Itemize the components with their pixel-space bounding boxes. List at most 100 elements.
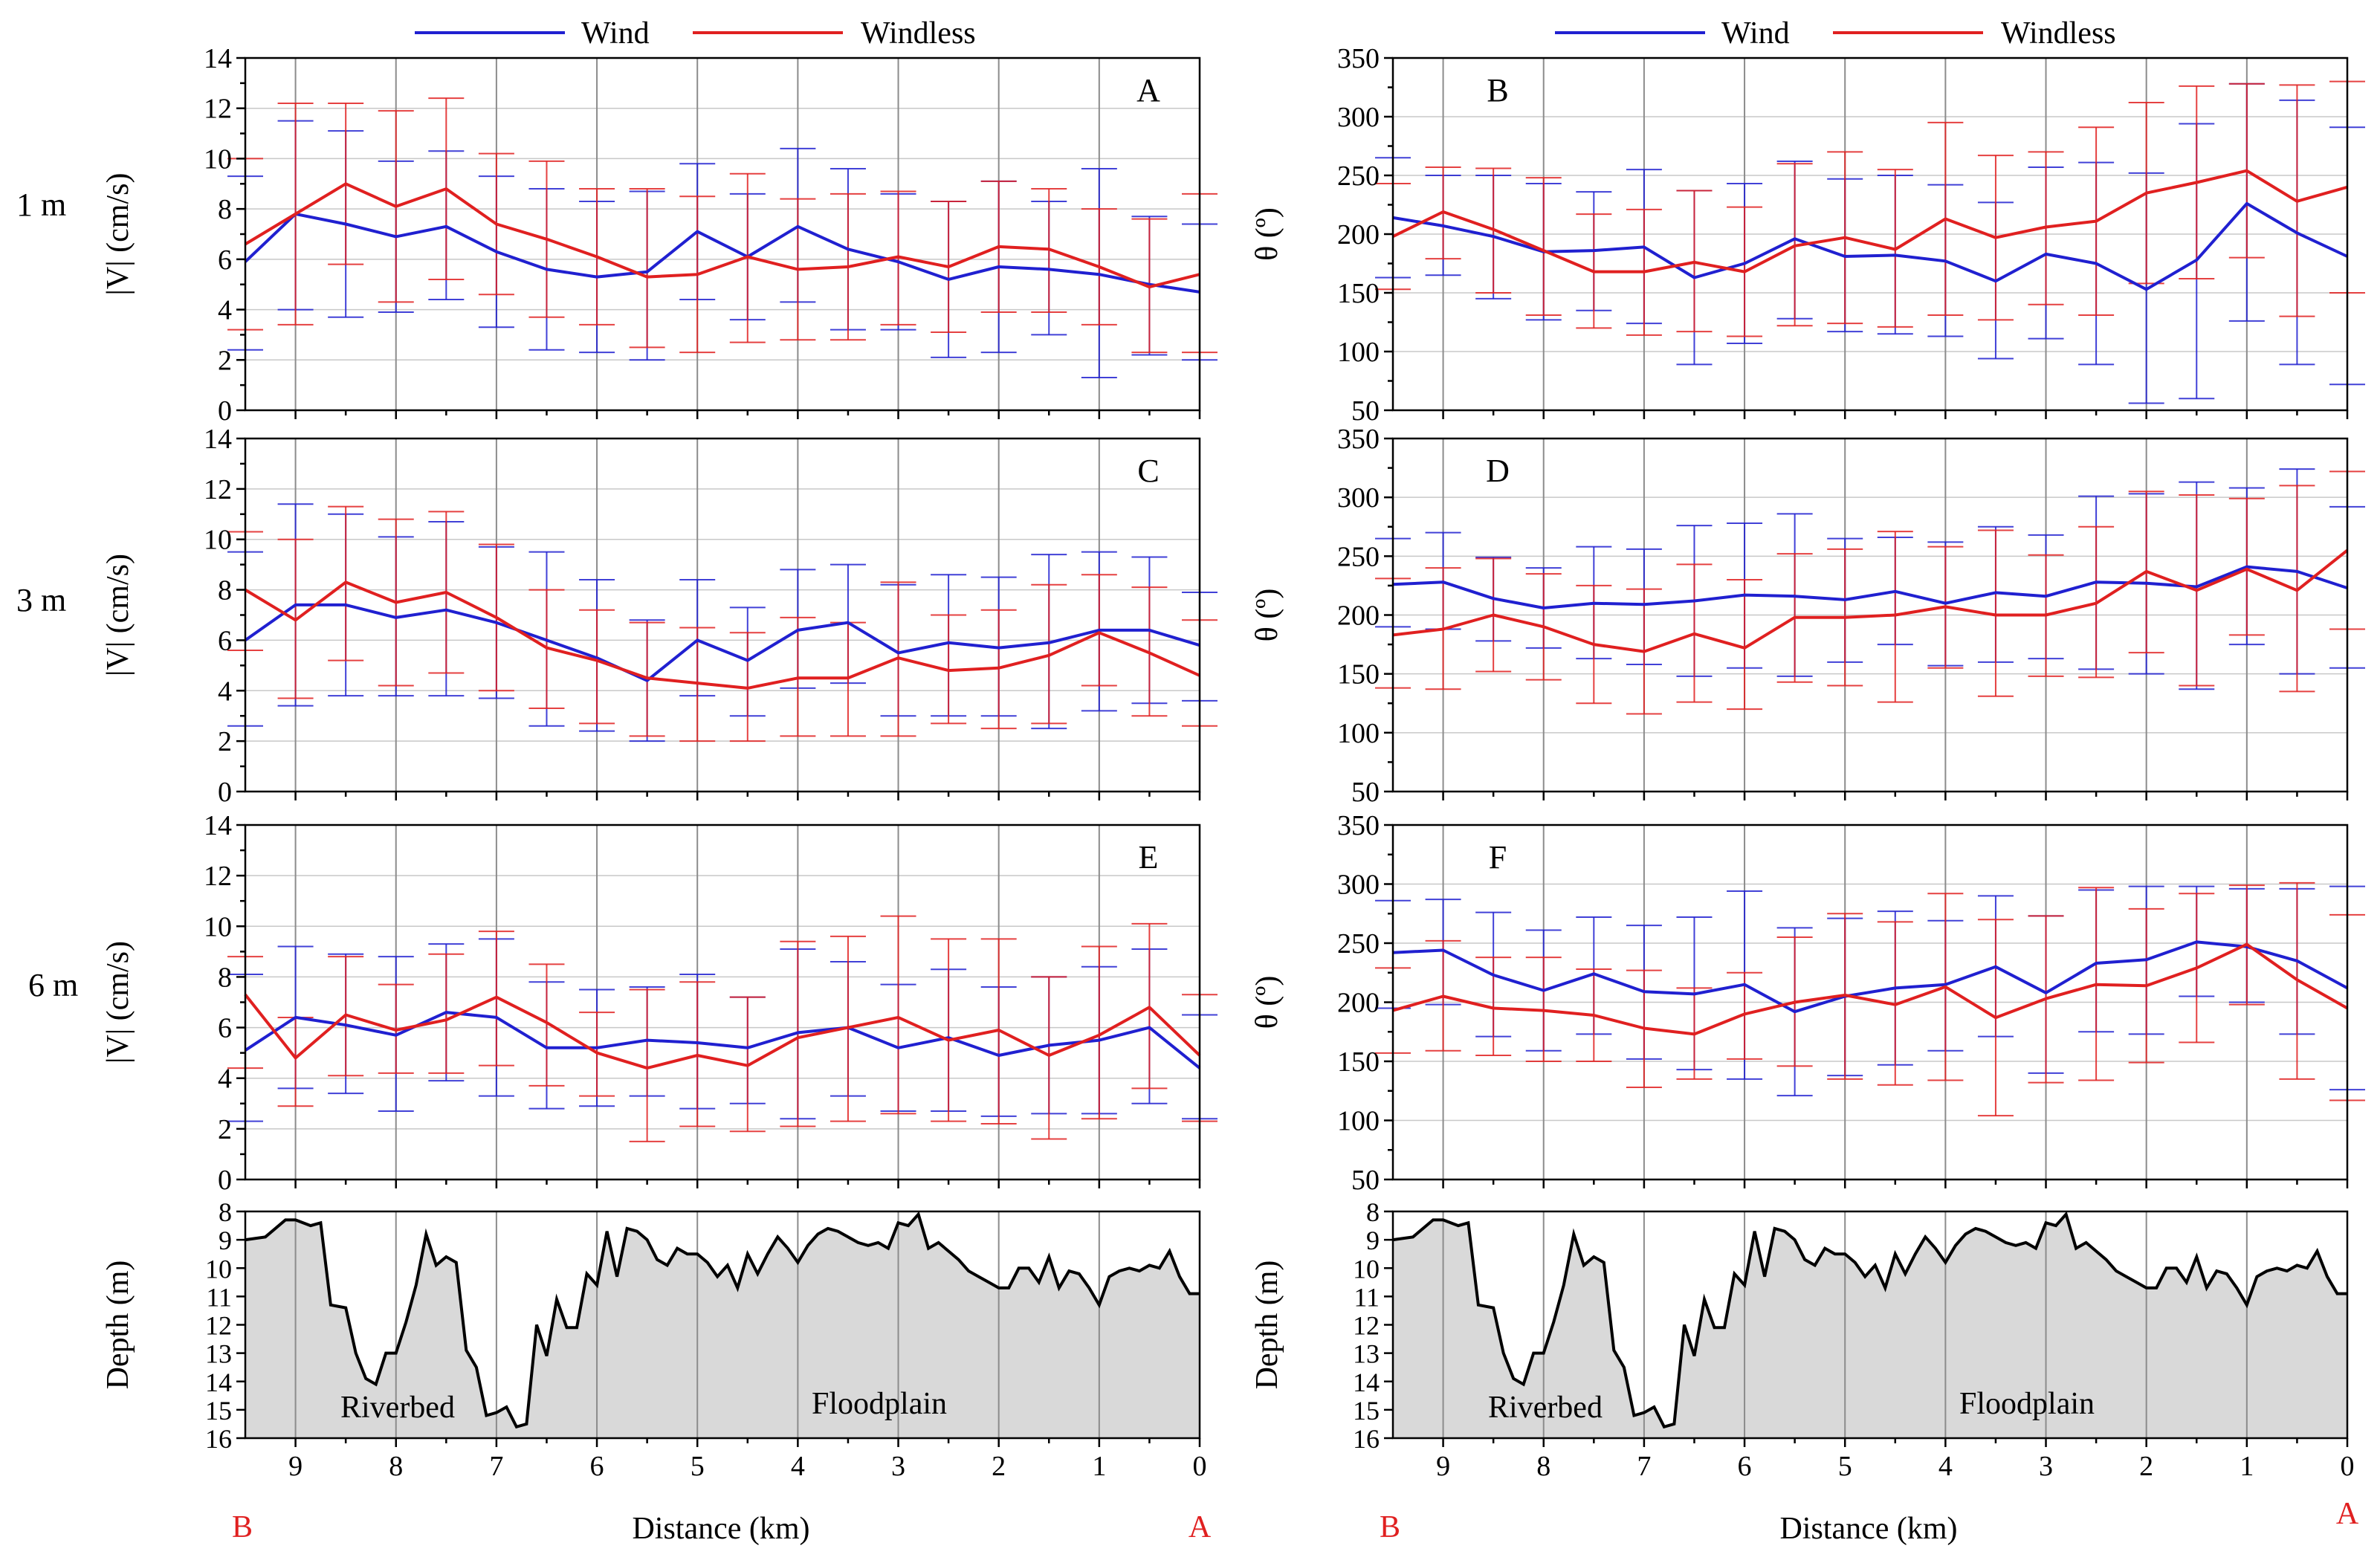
- y-tick-label: 15: [205, 1396, 232, 1426]
- x-tick-label: 8: [1536, 1451, 1550, 1482]
- y-tick-label: 14: [1353, 1368, 1380, 1397]
- panel-a-velocity-1m: 0 2 4 6 8 10 12 14 |V| (cm/s) A: [101, 43, 1218, 427]
- x-tick-label: 7: [1637, 1451, 1651, 1482]
- panel-letter: B: [1487, 72, 1508, 109]
- x-tick-label: 0: [2341, 1451, 2355, 1482]
- y-tick-label: 4: [218, 1064, 232, 1095]
- windless-series-line: [244, 580, 1200, 690]
- x-tick-label: 3: [2039, 1451, 2053, 1482]
- x-tick-label: 1: [1092, 1451, 1106, 1482]
- y-tick-label: 200: [1337, 988, 1380, 1019]
- panel-d-direction-3m: 50 100 150 200 250 300 350 θ (º) D: [1250, 424, 2365, 808]
- panel-letter: F: [1489, 839, 1507, 876]
- y-tick-label: 14: [204, 43, 232, 74]
- y-tick-label: 10: [1353, 1254, 1380, 1284]
- y-tick-label: 50: [1351, 777, 1380, 808]
- y-tick-label: 200: [1337, 601, 1380, 632]
- y-tick-label: 200: [1337, 219, 1380, 250]
- windless-series-line: [244, 182, 1200, 289]
- y-tick-label: 12: [204, 94, 232, 125]
- x-tick-label: 2: [992, 1451, 1006, 1482]
- y-tick-label: 0: [218, 395, 232, 427]
- x-tick-label: 5: [1838, 1451, 1852, 1482]
- legend-left: Wind Windless: [415, 16, 976, 51]
- y-axis-label: Depth (m): [1250, 1261, 1284, 1390]
- x-tick-label: 5: [691, 1451, 705, 1482]
- y-tick-label: 8: [218, 194, 232, 225]
- y-tick-label: 2: [218, 1114, 232, 1145]
- y-tick-label: 6: [218, 625, 232, 656]
- y-tick-label: 13: [1353, 1339, 1380, 1369]
- panel-b-direction-1m: 50 100 150 200 250 300 350 θ (º) B: [1250, 43, 2365, 427]
- y-tick-label: 12: [1353, 1311, 1380, 1341]
- wind-series-line: [244, 212, 1200, 294]
- x-tick-label: 2: [2139, 1451, 2153, 1482]
- y-tick-label: 14: [205, 1368, 232, 1397]
- y-tick-label: 10: [204, 911, 232, 942]
- y-axis-label: Depth (m): [101, 1261, 135, 1390]
- x-tick-label: 1: [2240, 1451, 2254, 1482]
- y-tick-label: 13: [205, 1339, 232, 1369]
- windless-series-line: [1392, 169, 2348, 274]
- y-tick-label: 11: [206, 1282, 232, 1312]
- y-tick-label: 16: [205, 1424, 232, 1454]
- wind-series-line: [1392, 201, 2348, 291]
- y-tick-label: 0: [218, 777, 232, 808]
- windless-series-line: [1392, 548, 2349, 653]
- y-tick-label: 300: [1337, 482, 1380, 514]
- y-tick-label: 250: [1337, 161, 1380, 192]
- depth-profile-line: [245, 1211, 1200, 1429]
- y-tick-label: 12: [205, 1311, 232, 1341]
- y-tick-label: 100: [1337, 718, 1380, 749]
- panel-letter: A: [1136, 72, 1160, 109]
- y-tick-label: 12: [204, 861, 232, 892]
- y-tick-label: 10: [204, 525, 232, 556]
- panel-letter: E: [1139, 839, 1159, 876]
- y-tick-label: 350: [1337, 43, 1380, 74]
- depth-area: [1393, 1214, 2347, 1438]
- y-tick-label: 8: [218, 575, 232, 606]
- x-tick-label: 8: [389, 1451, 403, 1482]
- windless-series-line: [244, 994, 1201, 1070]
- y-tick-label: 150: [1337, 1046, 1380, 1078]
- y-tick-label: 2: [218, 726, 232, 757]
- y-tick-label: 16: [1353, 1424, 1380, 1454]
- y-tick-label: 0: [218, 1165, 232, 1196]
- endpoint-label-b: B: [1380, 1510, 1400, 1544]
- panel-e-velocity-6m: 0 2 4 6 8 10 12 14 |V| (cm/s) E: [101, 810, 1218, 1196]
- y-tick-label: 300: [1337, 870, 1380, 901]
- legend-windless-label: Windless: [2001, 16, 2116, 51]
- legend-wind-label: Wind: [581, 16, 650, 51]
- y-tick-label: 8: [1366, 1197, 1380, 1227]
- y-tick-label: 350: [1337, 424, 1380, 455]
- y-axis-label: θ (º): [1250, 589, 1284, 642]
- axes-frame: [244, 823, 1201, 1181]
- y-tick-label: 9: [219, 1226, 232, 1255]
- x-tick-label: 7: [489, 1451, 503, 1482]
- x-tick-label: 9: [1436, 1451, 1450, 1482]
- y-axis-label: |V| (cm/s): [101, 173, 135, 296]
- x-axis-label: Distance (km): [1779, 1512, 1957, 1546]
- y-tick-label: 10: [205, 1254, 232, 1284]
- y-tick-label: 8: [218, 962, 232, 993]
- y-tick-label: 14: [204, 424, 232, 455]
- y-axis-label: |V| (cm/s): [101, 554, 135, 676]
- y-tick-label: 100: [1337, 337, 1380, 368]
- y-tick-label: 250: [1337, 928, 1380, 960]
- y-tick-label: 100: [1337, 1106, 1380, 1137]
- panel-c-velocity-3m: 0 2 4 6 8 10 12 14 |V| (cm/s) C: [101, 424, 1218, 808]
- x-tick-label: 0: [1193, 1451, 1207, 1482]
- windless-series-line: [1392, 942, 2348, 1036]
- panel-letter: C: [1137, 453, 1159, 489]
- y-tick-label: 4: [218, 295, 232, 326]
- y-tick-label: 50: [1351, 395, 1380, 427]
- floodplain-label: Floodplain: [1959, 1387, 2095, 1421]
- y-tick-label: 10: [204, 143, 232, 175]
- x-tick-label: 4: [1938, 1451, 1953, 1482]
- endpoint-label-a: A: [2336, 1497, 2359, 1531]
- y-tick-label: 300: [1337, 102, 1380, 133]
- wind-series-line: [1392, 940, 2348, 1014]
- y-tick-label: 2: [218, 345, 232, 376]
